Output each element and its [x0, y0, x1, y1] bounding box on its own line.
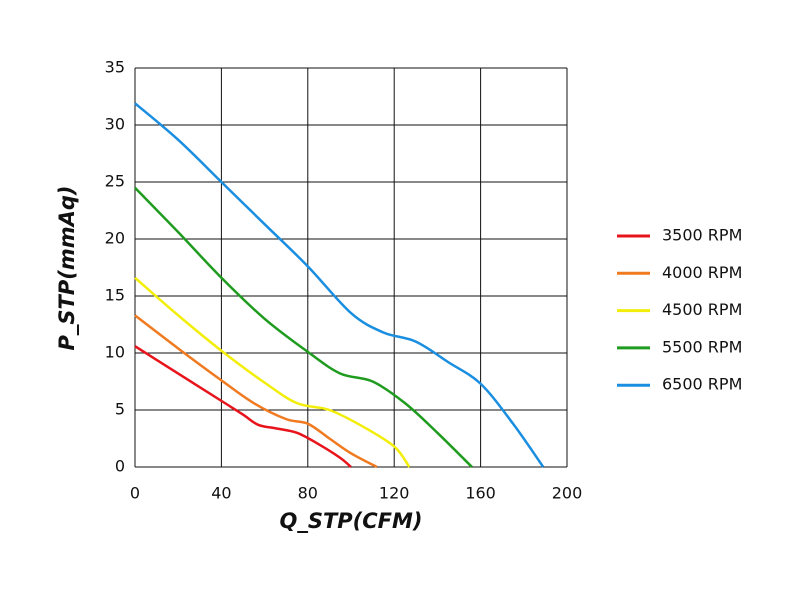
series-line [134, 102, 545, 468]
legend-label: 4500 RPM [662, 300, 742, 319]
y-tick-label: 25 [105, 172, 125, 191]
x-tick-label: 80 [298, 484, 318, 503]
series-line [134, 345, 352, 468]
y-tick-label: 15 [105, 286, 125, 305]
y-axis-title: P_STP(mmAq) [55, 186, 79, 351]
y-tick-label: 0 [115, 457, 125, 476]
x-tick-label: 200 [552, 484, 583, 503]
legend-label: 4000 RPM [662, 263, 742, 282]
legend-label: 3500 RPM [662, 226, 742, 245]
y-tick-label: 10 [105, 343, 125, 362]
series-line [134, 186, 473, 468]
x-tick-label: 160 [465, 484, 496, 503]
y-tick-label: 20 [105, 229, 125, 248]
legend-label: 6500 RPM [662, 375, 742, 394]
y-tick-label: 5 [115, 400, 125, 419]
x-axis-title: Q_STP(CFM) [279, 509, 422, 533]
x-tick-label: 0 [130, 484, 140, 503]
legend-label: 5500 RPM [662, 337, 742, 356]
y-tick-label: 35 [105, 58, 125, 77]
series-line [134, 276, 411, 468]
y-tick-label: 30 [105, 115, 125, 134]
series-line [134, 314, 378, 469]
x-tick-label: 120 [379, 484, 410, 503]
x-tick-label: 40 [211, 484, 231, 503]
